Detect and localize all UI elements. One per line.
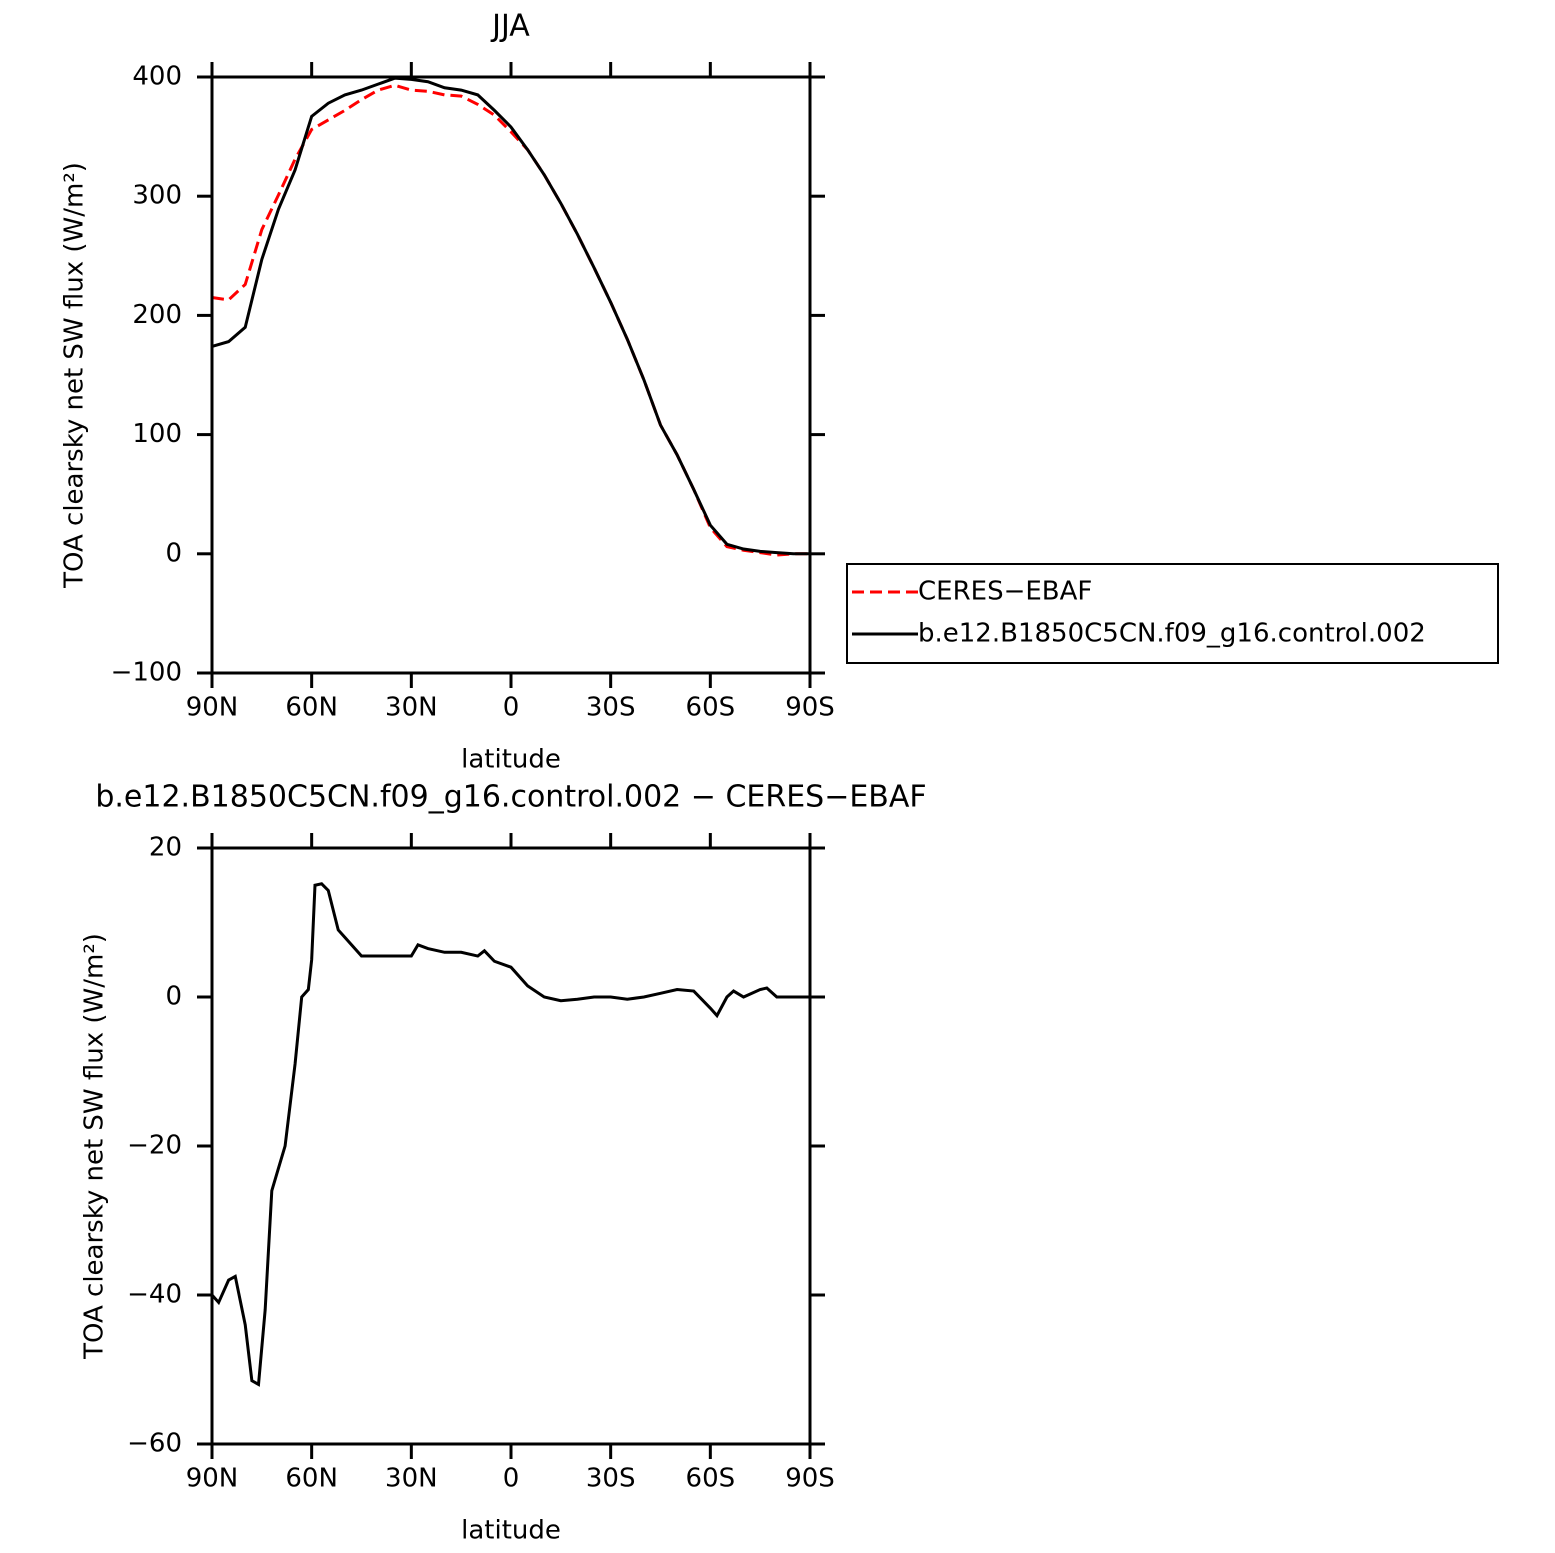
y-tick-label: 20 (149, 833, 182, 863)
y-tick-label: −40 (127, 1280, 182, 1310)
data-line (211, 76, 810, 556)
x-tick-label: 90S (785, 693, 835, 723)
y-tick-label: 200 (132, 300, 182, 330)
data-line (211, 83, 810, 557)
y-axis-label: TOA clearsky net SW flux (W/m²) (60, 162, 90, 589)
y-tick-label: 0 (165, 538, 182, 568)
legend-label: CERES−EBAF (918, 577, 1092, 607)
x-tick-label: 90S (785, 1464, 835, 1494)
y-tick-label: −100 (111, 658, 182, 688)
x-tick-label: 0 (503, 693, 520, 723)
legend-label: b.e12.B1850C5CN.f09_g16.control.002 (918, 619, 1426, 649)
y-tick-label: 400 (132, 62, 182, 92)
x-tick-label: 30S (586, 1464, 636, 1494)
y-tick-label: 0 (165, 982, 182, 1012)
x-tick-label: 90N (186, 1464, 239, 1494)
x-tick-label: 0 (503, 1464, 520, 1494)
x-tick-label: 30N (385, 693, 438, 723)
y-tick-label: −20 (127, 1131, 182, 1161)
x-tick-label: 30N (385, 1464, 438, 1494)
chart-title: b.e12.B1850C5CN.f09_g16.control.002 − CE… (95, 780, 926, 815)
x-tick-label: 60N (285, 693, 338, 723)
y-tick-label: 100 (132, 419, 182, 449)
legend-box (846, 563, 1499, 664)
x-tick-label: 60N (285, 1464, 338, 1494)
y-axis-label: TOA clearsky net SW flux (W/m²) (80, 933, 110, 1360)
x-axis-label: latitude (461, 745, 561, 775)
plot-frame (210, 75, 812, 675)
x-tick-label: 60S (686, 1464, 736, 1494)
x-axis-label: latitude (461, 1516, 561, 1546)
y-tick-label: 300 (132, 181, 182, 211)
data-line (210, 882, 810, 1387)
x-tick-label: 30S (586, 693, 636, 723)
plot-frame (210, 846, 812, 1446)
x-tick-label: 90N (186, 693, 239, 723)
y-tick-label: −60 (127, 1429, 182, 1459)
chart-title: JJA (490, 9, 530, 44)
x-tick-label: 60S (686, 693, 736, 723)
